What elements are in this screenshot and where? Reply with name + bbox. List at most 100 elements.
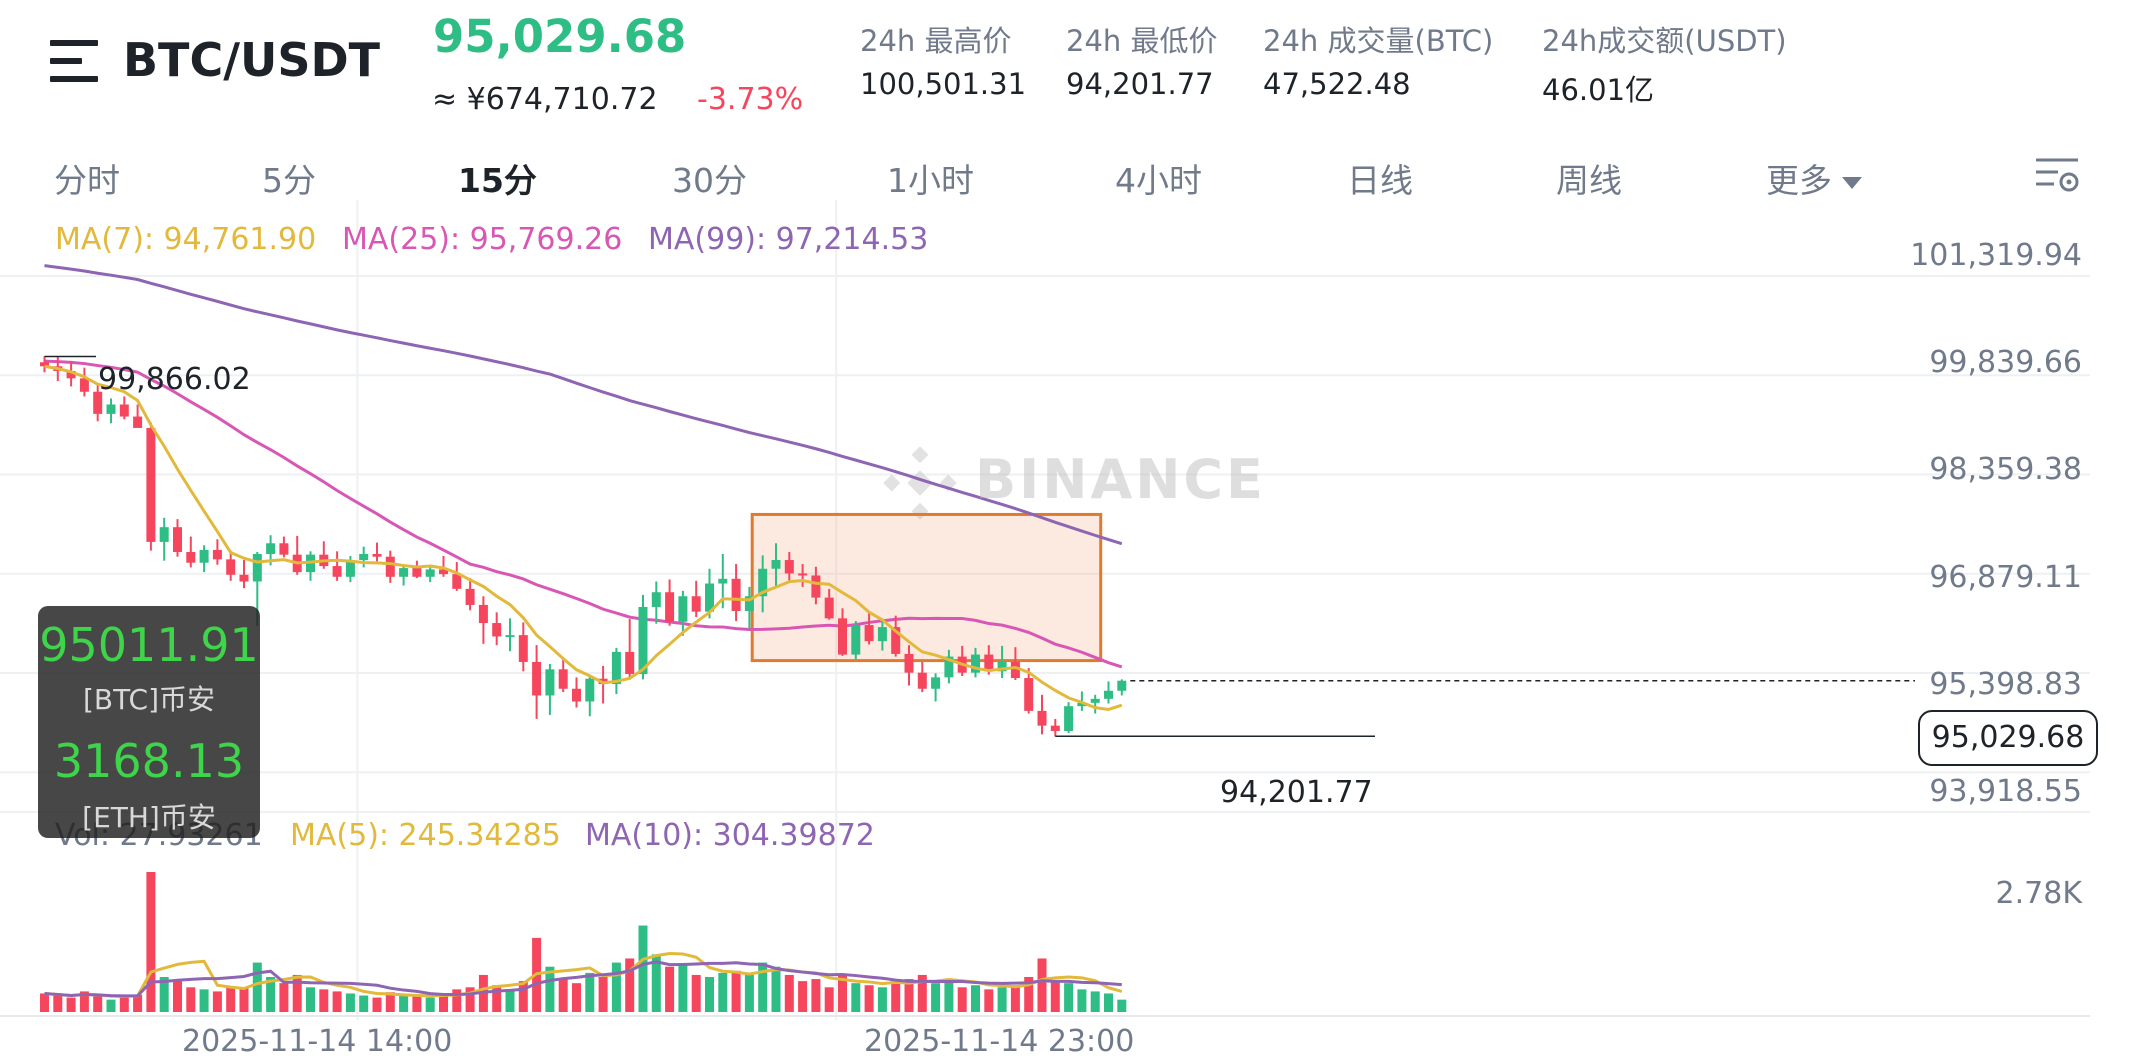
candle-body [505, 635, 515, 638]
volume-bar [638, 925, 648, 1012]
price-change-percent: -3.73% [697, 82, 804, 117]
volume-bar [1117, 999, 1127, 1012]
candle-body [332, 566, 342, 577]
candle-body [625, 651, 635, 675]
candle-body [345, 560, 355, 577]
volume-bar [40, 993, 49, 1012]
btc-overlay-price: 95011.91 [39, 618, 259, 672]
volume-bar [66, 997, 76, 1012]
tab-1d[interactable]: 日线 [1347, 161, 1413, 200]
cny-price: ≈ ¥674,710.72 [432, 82, 658, 117]
y-axis-tick: 93,918.55 [1929, 774, 2082, 809]
volume-bar [252, 962, 262, 1012]
candle-body [399, 568, 409, 577]
candle-body [465, 588, 475, 605]
candle-body [1104, 690, 1113, 699]
candle-body [385, 556, 395, 577]
candle-body [40, 362, 49, 367]
volume-bar [465, 987, 475, 1012]
volume-bar [1024, 977, 1034, 1012]
volume-bar [798, 981, 808, 1012]
volume-bar [572, 983, 581, 1012]
volume-bar [53, 995, 63, 1012]
volume-bar [984, 989, 994, 1012]
tab-more-label: 更多 [1766, 161, 1832, 200]
candle-body [146, 427, 156, 542]
y-axis-tick: 96,879.11 [1929, 560, 2082, 595]
vol-ma10-path [44, 960, 1122, 998]
volume-bar [1050, 981, 1060, 1012]
volume-bar [651, 954, 661, 1012]
candle-body [79, 378, 89, 392]
candle-body [119, 404, 129, 417]
volume-bar [545, 966, 555, 1012]
candle-body [1117, 680, 1127, 691]
ma7-line [44, 364, 1123, 711]
volume-bar [611, 962, 621, 1012]
candlestick-chart[interactable] [0, 200, 2129, 1051]
candle-body [1064, 706, 1074, 731]
candle-body [824, 597, 834, 619]
volume-bar [957, 987, 967, 1012]
candle-body [811, 575, 821, 598]
volume-bar [345, 993, 355, 1012]
trading-pair-title[interactable]: BTC/USDT [123, 33, 381, 87]
candle-body [66, 370, 76, 379]
volume-bar [744, 974, 754, 1012]
volume-bar [279, 983, 289, 1012]
chevron-down-icon [1842, 176, 1862, 189]
tab-1h[interactable]: 1小时 [887, 161, 974, 200]
volume-bar [199, 989, 209, 1012]
x-axis-tick: 2025-11-14 23:00 [864, 1024, 1135, 1059]
candle-body [877, 627, 887, 642]
candle-body [665, 592, 675, 622]
volume-bar [319, 989, 329, 1012]
volume-bar [811, 979, 821, 1012]
volume-bar [452, 989, 462, 1012]
chart-grid [0, 200, 2090, 1020]
stat-24h-high-value: 100,501.31 [860, 67, 1027, 101]
settings-icon[interactable] [2034, 156, 2080, 194]
volume-bar [625, 958, 635, 1012]
candle-body [718, 578, 728, 584]
candle-body [784, 560, 794, 574]
volume-axis-tick: 2.78K [1995, 876, 2082, 911]
volume-bar [731, 970, 741, 1012]
candle-body [1050, 725, 1060, 731]
volume-bar [425, 997, 435, 1012]
stat-24h-high-label: 24h 最高价 [860, 24, 1012, 58]
tab-15m[interactable]: 15分 [458, 161, 537, 200]
volume-bar [439, 995, 448, 1012]
candle-body [691, 596, 701, 612]
vol-ma5-legend: MA(5): 245.34285 [290, 818, 561, 853]
candle-body [279, 543, 289, 555]
volume-bar [212, 991, 222, 1012]
volume-bar [292, 974, 302, 1012]
tab-more[interactable]: 更多 [1766, 154, 1862, 202]
candle-body [425, 569, 435, 577]
candle-body [851, 625, 861, 655]
candle-body [1037, 710, 1047, 726]
candle-body [359, 554, 369, 561]
candle-body [1024, 678, 1034, 711]
candle-body [997, 661, 1007, 672]
vol-ma10-legend: MA(10): 304.39872 [585, 818, 875, 853]
tab-line[interactable]: 分时 [54, 161, 120, 200]
volume-bar [691, 974, 701, 1012]
candle-body [771, 560, 781, 569]
eth-overlay-price: 3168.13 [53, 734, 245, 788]
tab-5m[interactable]: 5分 [262, 161, 316, 200]
candle-body [133, 416, 143, 428]
volume-bar [1064, 983, 1074, 1012]
volume-bar [1104, 993, 1113, 1012]
stat-24h-turnover-value: 46.01亿 [1542, 73, 1655, 107]
volume-bar [372, 997, 382, 1012]
volume-bar [266, 977, 276, 1012]
ma25-path [44, 359, 1123, 669]
tab-4h[interactable]: 4小时 [1115, 161, 1202, 200]
menu-icon[interactable] [50, 40, 98, 82]
tab-1w[interactable]: 周线 [1556, 161, 1622, 200]
volume-bar [758, 962, 768, 1012]
candle-body [199, 549, 209, 563]
tab-30m[interactable]: 30分 [672, 161, 747, 200]
